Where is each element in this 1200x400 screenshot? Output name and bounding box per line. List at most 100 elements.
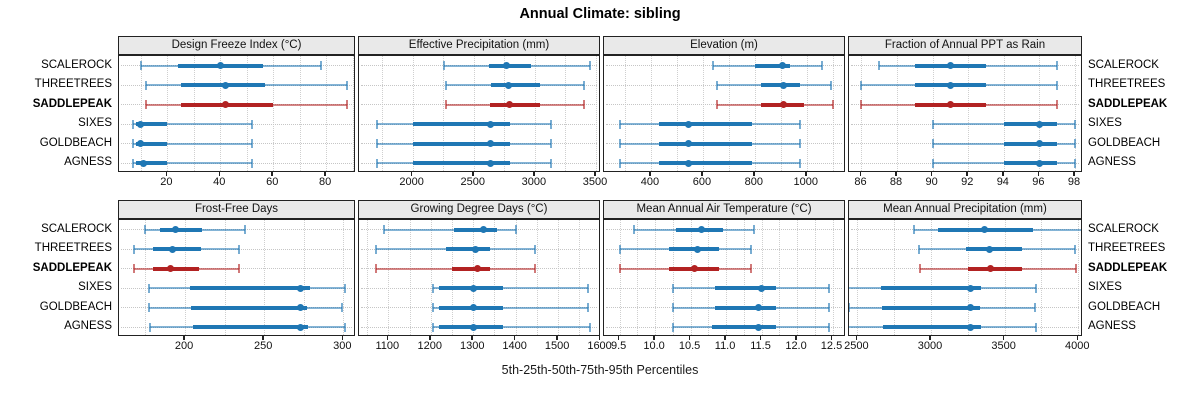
cap-5th: [671, 283, 674, 293]
panel-title-effective-precipitation: Effective Precipitation (mm): [408, 39, 550, 51]
cap-95th: [586, 283, 589, 293]
axis-tick-label: 1000: [793, 176, 819, 188]
gridline: [430, 220, 432, 335]
axis-tick: [341, 336, 344, 340]
range-5th-95th: [932, 123, 1075, 126]
gridline: [931, 220, 933, 335]
panel-mean-annual-air-temperature: [603, 219, 845, 336]
panel-effective-precipitation: [358, 55, 600, 172]
gridline: [193, 56, 195, 171]
gridline: [967, 220, 969, 335]
station-label-left-threetrees: THREETREES: [34, 242, 112, 255]
median-dot: [966, 284, 974, 292]
band-25th-75th: [451, 266, 491, 271]
station-label-right-agness: AGNESS: [1088, 156, 1136, 169]
panel-strip-effective-precipitation: Effective Precipitation (mm): [358, 36, 600, 55]
axis-tick-label: 2500: [844, 340, 869, 352]
cap-5th: [931, 119, 934, 129]
gridline: [619, 220, 621, 335]
gridline: [761, 220, 763, 335]
cap-95th: [588, 322, 591, 332]
cap-5th: [878, 61, 881, 71]
gridline: [443, 56, 445, 171]
station-label-right-scalerock: SCALEROCK: [1088, 58, 1159, 71]
median-dot: [779, 101, 787, 109]
axis-tick: [165, 172, 168, 176]
median-dot: [487, 140, 495, 148]
station-label-left-scalerock: SCALEROCK: [41, 58, 112, 71]
panel-title-frost-free-days: Frost-Free Days: [194, 203, 279, 215]
band-25th-75th: [189, 286, 311, 291]
band-25th-75th: [669, 247, 719, 252]
band-25th-75th: [658, 141, 753, 146]
panel-growing-degree-days: [358, 219, 600, 336]
axis-tick-label: 98: [1067, 176, 1081, 188]
station-label-right-sixes: SIXES: [1088, 281, 1122, 294]
cap-5th: [376, 119, 379, 129]
station-label-left-saddlepeak: SADDLEPEAK: [32, 97, 112, 110]
median-dot: [946, 81, 954, 89]
median-dot: [1035, 140, 1043, 148]
gridline: [832, 56, 834, 171]
gridline: [1039, 56, 1041, 171]
cap-95th: [1033, 303, 1036, 313]
axis-tick: [429, 336, 431, 340]
gridline: [650, 56, 652, 171]
band-25th-75th: [153, 247, 201, 252]
band-25th-75th: [1003, 122, 1058, 127]
median-dot: [754, 323, 762, 331]
median-dot: [505, 81, 513, 89]
band-25th-75th: [967, 266, 1023, 271]
axis-tick-label: 86: [854, 176, 867, 188]
median-dot: [694, 245, 702, 253]
gridline: [726, 220, 728, 335]
gridline: [536, 220, 538, 335]
panel-strip-design-freeze-index: Design Freeze Index (°C): [118, 36, 355, 55]
cap-95th: [533, 244, 536, 254]
axis-tick: [471, 336, 473, 340]
band-25th-75th: [658, 161, 753, 166]
gridline: [409, 220, 411, 335]
axis-tick: [218, 172, 221, 176]
gridline: [352, 56, 354, 171]
cap-95th: [514, 225, 517, 235]
gridline: [494, 220, 496, 335]
gridline: [473, 56, 475, 171]
median-dot: [754, 304, 762, 312]
axis-tick: [895, 172, 897, 176]
cap-95th: [1073, 244, 1076, 254]
gridline: [754, 56, 756, 171]
station-label-left-sixes: SIXES: [78, 281, 112, 294]
gridline: [1004, 220, 1006, 335]
range-5th-95th: [133, 142, 253, 145]
axis-tick-label: 10.5: [678, 340, 701, 352]
gridline: [894, 220, 896, 335]
band-25th-75th: [445, 247, 491, 252]
axis-tick-label: 94: [996, 176, 1009, 188]
station-label-right-goldbeach: GOLDBEACH: [1088, 300, 1161, 313]
cap-5th: [632, 225, 635, 235]
cap-95th: [340, 303, 343, 313]
median-dot: [966, 304, 974, 312]
gridline: [708, 220, 710, 335]
axis-tick-label: 600: [692, 176, 712, 188]
cap-95th: [753, 225, 756, 235]
median-dot: [137, 140, 145, 148]
axis-tick: [753, 172, 755, 176]
station-label-right-sixes: SIXES: [1088, 117, 1122, 130]
cap-95th: [749, 264, 752, 274]
panel-strip-growing-degree-days: Growing Degree Days (°C): [358, 200, 600, 219]
axis-tick-label: 200: [174, 340, 194, 352]
median-dot: [216, 62, 224, 70]
gridline: [743, 220, 745, 335]
panel-fraction-ppt-rain: [848, 55, 1082, 172]
cap-5th: [716, 80, 719, 90]
cap-95th: [1056, 100, 1059, 110]
range-5th-95th: [133, 123, 253, 126]
median-dot: [987, 265, 995, 273]
band-25th-75th: [1003, 141, 1058, 146]
axis-tick: [855, 336, 858, 340]
median-dot: [1035, 159, 1043, 167]
cap-95th: [582, 80, 585, 90]
panel-title-mean-annual-air-temperature: Mean Annual Air Temperature (°C): [636, 203, 812, 215]
